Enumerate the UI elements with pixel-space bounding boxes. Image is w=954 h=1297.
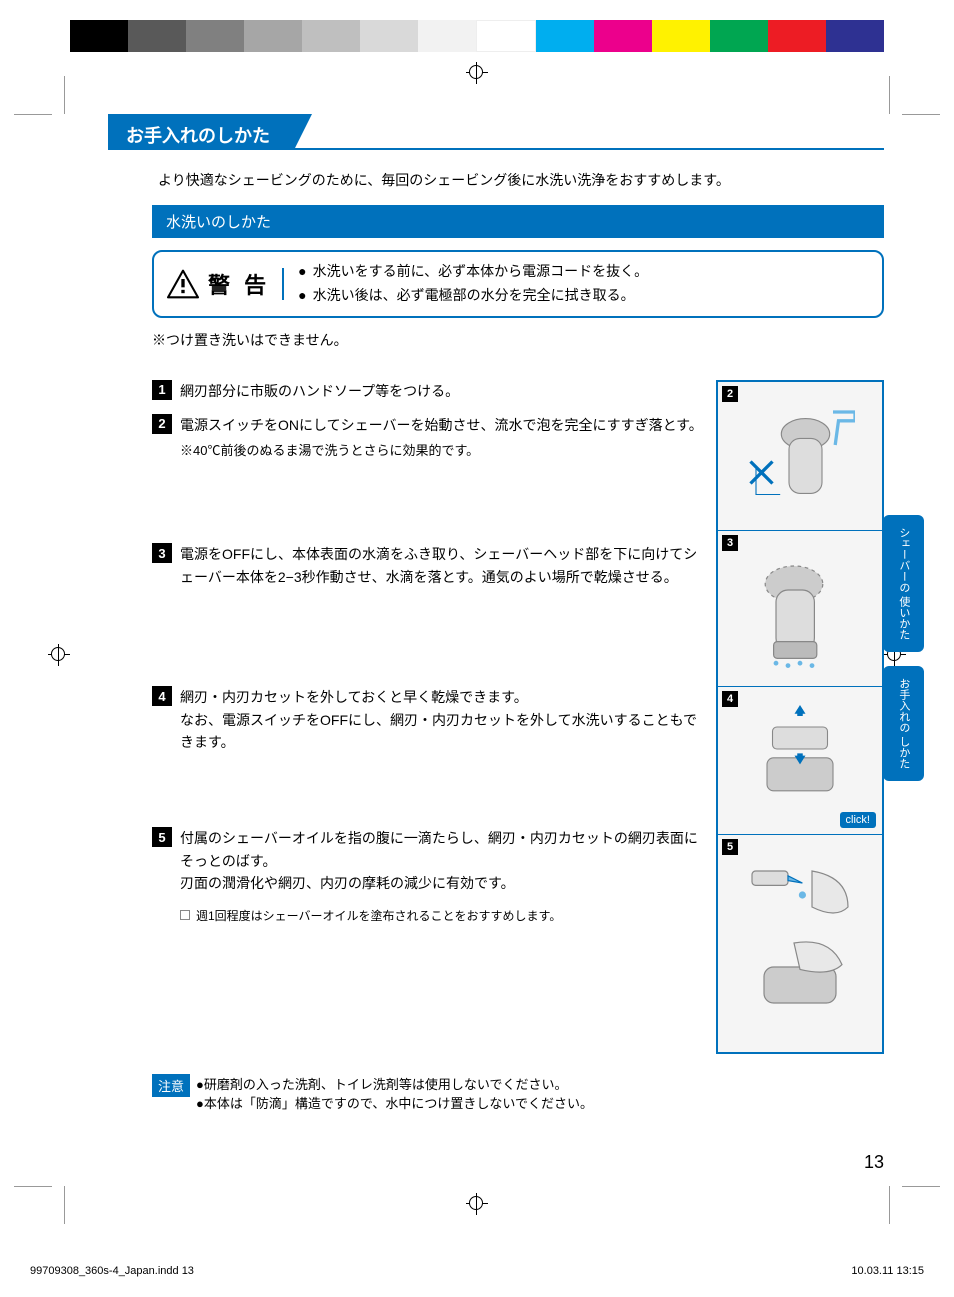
caution-label: 注意 xyxy=(152,1074,190,1097)
caution-row: 注意 ●研磨剤の入った洗剤、トイレ洗剤等は使用しないでください。 ●本体は「防滴… xyxy=(152,1074,884,1112)
illustration-panel: 3 xyxy=(718,530,882,686)
panel-number-badge: 4 xyxy=(722,691,738,707)
warning-bullet: 水洗い後は、必ず電極部の水分を完全に拭き取る。 xyxy=(298,284,648,308)
warning-box: 警 告 水洗いをする前に、必ず本体から電源コードを抜く。 水洗い後は、必ず電極部… xyxy=(152,250,884,318)
step-text: 付属のシェーバーオイルを指の腹に一滴たらし、網刃・内刃カセットの網刃表面にそっと… xyxy=(180,827,704,894)
registration-mark-icon xyxy=(466,62,488,84)
illustration-panel: 4 click! xyxy=(718,686,882,834)
intro-text: より快適なシェービングのために、毎回のシェービング後に水洗い洗浄をおすすめします… xyxy=(158,170,884,190)
crop-mark xyxy=(14,1186,52,1187)
step-item: 1 網刃部分に市販のハンドソープ等をつける。 xyxy=(152,380,704,402)
warning-label: 警 告 xyxy=(208,268,270,300)
steps-text-column: 1 網刃部分に市販のハンドソープ等をつける。 2 電源スイッチをONにしてシェー… xyxy=(152,380,704,1054)
page-title: お手入れのしかた xyxy=(108,114,294,150)
step-text: 網刃・内刃カセットを外しておくと早く乾燥できます。 なお、電源スイッチをOFFに… xyxy=(180,686,704,753)
step-number-badge: 2 xyxy=(152,414,172,434)
footer-filename: 99709308_360s-4_Japan.indd 13 xyxy=(30,1265,194,1277)
caution-text: ●研磨剤の入った洗剤、トイレ洗剤等は使用しないでください。 ●本体は「防滴」構造… xyxy=(196,1074,593,1112)
crop-mark xyxy=(64,76,65,114)
step-number-badge: 5 xyxy=(152,827,172,847)
step-text: 電源をOFFにし、本体表面の水滴をふき取り、シェーバーヘッド部を下に向けてシェー… xyxy=(180,543,704,588)
page-content: お手入れのしかた より快適なシェービングのために、毎回のシェービング後に水洗い洗… xyxy=(0,114,954,1112)
click-badge: click! xyxy=(840,812,876,828)
step-text: 網刃部分に市販のハンドソープ等をつける。 xyxy=(180,380,459,402)
crop-mark xyxy=(889,76,890,114)
step-item: 3 電源をOFFにし、本体表面の水滴をふき取り、シェーバーヘッド部を下に向けてシ… xyxy=(152,543,704,588)
step-subtext: ※40℃前後のぬるま湯で洗うとさらに効果的です。 xyxy=(180,440,703,459)
crop-mark xyxy=(902,1186,940,1187)
crop-mark xyxy=(64,1186,65,1224)
warning-bullet: 水洗いをする前に、必ず本体から電源コードを抜く。 xyxy=(298,260,648,284)
checkbox-icon xyxy=(180,910,190,920)
steps-area: 1 網刃部分に市販のハンドソープ等をつける。 2 電源スイッチをONにしてシェー… xyxy=(152,380,884,1054)
footer-timestamp: 10.03.11 13:15 xyxy=(851,1265,924,1277)
step-number-badge: 1 xyxy=(152,380,172,400)
illustration-panel: 2 xyxy=(718,382,882,530)
section-header-water: 水洗いのしかた xyxy=(152,205,884,238)
panel-number-badge: 2 xyxy=(722,386,738,402)
soak-note: ※つけ置き洗いはできません。 xyxy=(152,330,884,350)
page-title-bar: お手入れのしかた xyxy=(108,114,884,150)
caution-line: ●研磨剤の入った洗剤、トイレ洗剤等は使用しないでください。 xyxy=(196,1074,593,1093)
warning-triangle-icon xyxy=(166,269,200,299)
crop-mark xyxy=(889,1186,890,1224)
print-color-bar xyxy=(70,20,884,52)
shaver-dry-icon xyxy=(740,548,860,668)
shaver-rinse-icon xyxy=(745,401,855,511)
footer: 99709308_360s-4_Japan.indd 13 10.03.11 1… xyxy=(0,1235,954,1297)
step-item: 5 付属のシェーバーオイルを指の腹に一滴たらし、網刃・内刃カセットの網刃表面にそ… xyxy=(152,827,704,894)
illustration-panel: 5 xyxy=(718,834,882,1052)
step-number-badge: 4 xyxy=(152,686,172,706)
step-note: 週1回程度はシェーバーオイルを塗布されることをおすすめします。 xyxy=(180,907,704,924)
warning-icon-area: 警 告 xyxy=(166,268,284,300)
panel-number-badge: 5 xyxy=(722,839,738,855)
step-item: 4 網刃・内刃カセットを外しておくと早く乾燥できます。 なお、電源スイッチをOF… xyxy=(152,686,704,753)
shaver-cassette-icon xyxy=(745,705,855,815)
caution-line: ●本体は「防滴」構造ですので、水中につけ置きしないでください。 xyxy=(196,1093,593,1112)
warning-bullets: 水洗いをする前に、必ず本体から電源コードを抜く。 水洗い後は、必ず電極部の水分を… xyxy=(298,260,648,308)
step-note-text: 週1回程度はシェーバーオイルを塗布されることをおすすめします。 xyxy=(196,907,561,924)
step-number-badge: 3 xyxy=(152,543,172,563)
step-text: 電源スイッチをONにしてシェーバーを始動させ、流水で泡を完全にすすぎ落とす。 xyxy=(180,414,703,436)
page-number: 13 xyxy=(0,1152,884,1173)
step-item: 2 電源スイッチをONにしてシェーバーを始動させ、流水で泡を完全にすすぎ落とす。… xyxy=(152,414,704,459)
illustration-column: 2 3 4 xyxy=(716,380,884,1054)
shaver-oil-icon xyxy=(740,858,860,1028)
panel-number-badge: 3 xyxy=(722,535,738,551)
registration-mark-icon xyxy=(466,1193,488,1215)
